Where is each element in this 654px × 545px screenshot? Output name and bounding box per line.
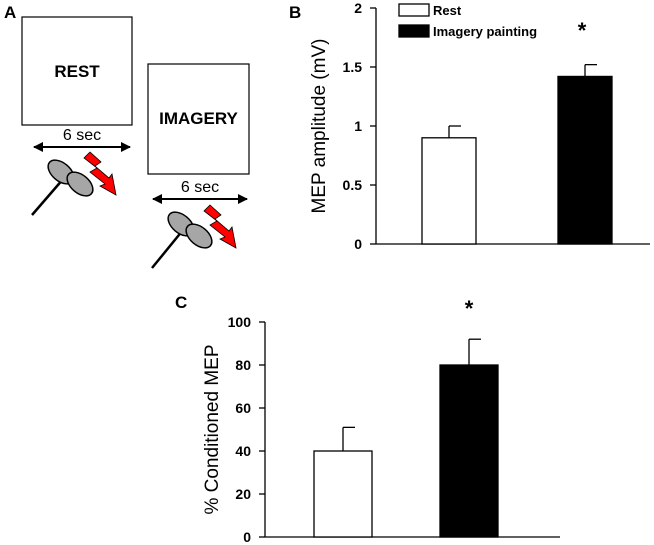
panel-letter: C bbox=[175, 293, 187, 312]
significance-marker: * bbox=[578, 18, 587, 43]
y-tick-label: 20 bbox=[235, 486, 251, 502]
y-tick-label: 0.5 bbox=[343, 177, 363, 193]
rest-box bbox=[21, 16, 133, 126]
y-axis-title: % Conditioned MEP bbox=[202, 344, 223, 514]
y-tick-label: 1 bbox=[354, 118, 362, 134]
imagery-box-label: IMAGERY bbox=[159, 109, 238, 128]
y-tick-label: 0 bbox=[243, 529, 251, 545]
rest-duration-label: 6 sec bbox=[63, 127, 101, 144]
legend-label: Imagery painting bbox=[433, 24, 537, 39]
panel-a-letter: A bbox=[4, 3, 16, 22]
rest-box-label: REST bbox=[54, 62, 100, 81]
imagery-box bbox=[147, 63, 250, 175]
legend-label: Rest bbox=[433, 3, 462, 18]
panel-b-chart: B 0 0.5 1 1.5 2 MEP amplitude (mV) * Rest Imagery… bbox=[289, 0, 650, 252]
panel-c-chart: C 0 20 40 60 80 100 % Conditioned MEP * bbox=[175, 293, 560, 545]
significance-marker: * bbox=[465, 296, 474, 321]
y-tick-label: 40 bbox=[235, 443, 251, 459]
y-tick-label: 80 bbox=[235, 357, 251, 373]
y-tick-label: 100 bbox=[228, 314, 252, 330]
bar bbox=[421, 137, 477, 245]
legend-swatch bbox=[398, 3, 430, 17]
lightning-bolt-icon bbox=[83, 151, 117, 196]
panel-a: A REST IMAGERY 6 sec 6 sec bbox=[4, 3, 250, 269]
legend-swatch bbox=[398, 24, 430, 38]
y-tick-label: 2 bbox=[354, 0, 362, 16]
tms-coil-icon bbox=[31, 159, 94, 216]
bar bbox=[439, 364, 499, 538]
y-tick-label: 60 bbox=[235, 400, 251, 416]
tms-coil-icon bbox=[151, 211, 213, 269]
y-axis-title: MEP amplitude (mV) bbox=[309, 39, 330, 214]
y-tick-label: 1.5 bbox=[343, 59, 363, 75]
panel-letter: B bbox=[289, 3, 301, 22]
bar bbox=[313, 450, 373, 538]
bar bbox=[557, 75, 613, 245]
lightning-bolt-icon bbox=[203, 204, 237, 249]
imagery-duration-label: 6 sec bbox=[181, 179, 219, 196]
y-tick-label: 0 bbox=[354, 236, 362, 252]
